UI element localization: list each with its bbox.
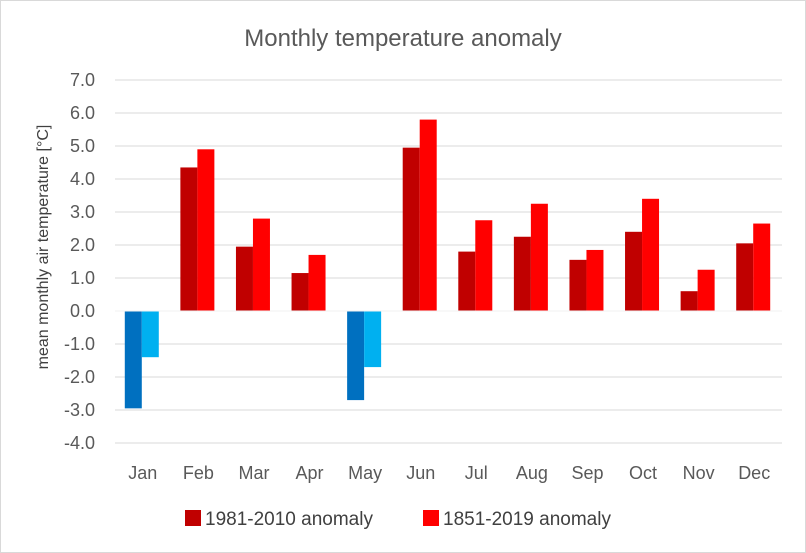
x-tick-label: May	[348, 463, 382, 483]
bar-1981-2010-dec	[736, 243, 754, 311]
bar-1981-2010-may	[347, 311, 365, 401]
y-tick-label: -4.0	[64, 433, 95, 453]
y-tick-labels: 7.0 6.0 5.0 4.0 3.0 2.0 1.0 0.0 -1.0 -2.0 -3.0 -4.0	[64, 70, 95, 453]
legend-swatch	[185, 510, 201, 526]
bar-1851-2019-aug	[530, 203, 548, 311]
bar-1981-2010-sep	[569, 259, 587, 311]
x-tick-label: Mar	[238, 463, 269, 483]
x-tick-labels: Jan Feb Mar Apr May Jun Jul Aug Sep Oct Nov Dec	[128, 463, 770, 483]
x-tick-label: Aug	[516, 463, 548, 483]
bar-1851-2019-sep	[586, 249, 604, 311]
bar-1981-2010-mar	[235, 246, 253, 311]
bar-1981-2010-aug	[513, 236, 531, 311]
x-tick-label: Sep	[571, 463, 603, 483]
y-tick-label: 4.0	[70, 169, 95, 189]
bar-1981-2010-jan	[124, 311, 142, 409]
gridlines	[115, 79, 782, 444]
x-tick-label: Apr	[296, 463, 324, 483]
y-tick-label: 5.0	[70, 136, 95, 156]
x-tick-label: Dec	[738, 463, 770, 483]
y-tick-label: -2.0	[64, 367, 95, 387]
bar-1851-2019-apr	[308, 254, 326, 311]
y-tick-label: 6.0	[70, 103, 95, 123]
y-tick-label: -3.0	[64, 400, 95, 420]
y-tick-label: 7.0	[70, 70, 95, 90]
bars	[115, 119, 782, 409]
x-tick-label: Jun	[406, 463, 435, 483]
legend-label: 1981-2010 anomaly	[205, 509, 373, 530]
bar-1851-2019-oct	[642, 198, 660, 311]
bar-1851-2019-feb	[197, 149, 215, 311]
bar-1981-2010-oct	[625, 231, 643, 311]
legend: 1981-2010 anomaly 1851-2019 anomaly	[185, 509, 611, 530]
bar-1981-2010-nov	[680, 291, 698, 311]
bar-1981-2010-jun	[402, 147, 420, 311]
legend-swatch	[423, 510, 439, 526]
x-tick-label: Jul	[465, 463, 488, 483]
bar-1851-2019-nov	[697, 269, 715, 311]
legend-label: 1851-2019 anomaly	[443, 509, 611, 530]
bar-1851-2019-jul	[475, 220, 493, 311]
bar-1981-2010-apr	[291, 273, 309, 311]
x-tick-label: Feb	[183, 463, 214, 483]
y-tick-label: 1.0	[70, 268, 95, 288]
chart-title: Monthly temperature anomaly	[244, 25, 561, 52]
bar-1851-2019-jun	[419, 119, 437, 311]
y-tick-label: -1.0	[64, 334, 95, 354]
bar-1851-2019-mar	[252, 218, 270, 311]
x-tick-label: Nov	[683, 463, 715, 483]
bar-1981-2010-jul	[458, 251, 476, 311]
y-tick-label: 2.0	[70, 235, 95, 255]
bar-1981-2010-feb	[180, 167, 198, 311]
x-tick-label: Oct	[629, 463, 657, 483]
x-tick-label: Jan	[128, 463, 157, 483]
bar-1851-2019-may	[364, 311, 382, 368]
bar-1851-2019-dec	[753, 223, 771, 311]
y-tick-label: 0.0	[70, 301, 95, 321]
y-axis-label: mean monthly air temperature [°C]	[35, 125, 52, 370]
bar-1851-2019-jan	[141, 311, 159, 358]
y-tick-label: 3.0	[70, 202, 95, 222]
